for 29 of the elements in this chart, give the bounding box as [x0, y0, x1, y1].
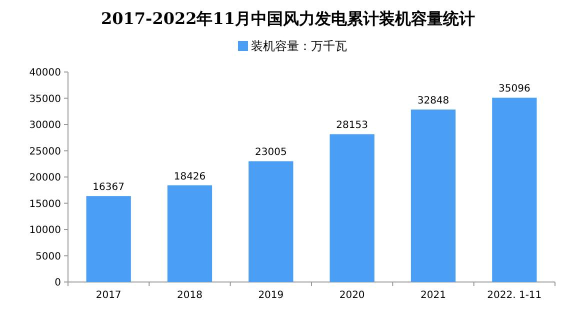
bar — [330, 134, 374, 282]
y-tick-label: 40000 — [29, 68, 61, 78]
y-tick-label: 25000 — [29, 146, 61, 158]
data-label: 32848 — [417, 96, 450, 107]
x-tick-label: 2021 — [420, 290, 446, 301]
x-tick-label: 2022. 1-11 — [487, 290, 542, 301]
chart-title: 2017-2022年11月中国风力发电累计装机容量统计 — [101, 9, 475, 28]
x-tick-label: 2018 — [177, 290, 202, 301]
y-tick-label: 5000 — [36, 251, 61, 262]
bar — [248, 161, 294, 282]
data-label: 18426 — [174, 171, 206, 182]
y-tick-label: 30000 — [29, 120, 61, 131]
bar — [167, 185, 212, 282]
bar — [492, 98, 537, 282]
data-label: 28153 — [336, 120, 368, 132]
x-tick-label: 2019 — [258, 290, 284, 301]
data-label: 16367 — [92, 182, 124, 194]
bar — [86, 196, 131, 282]
y-tick-label: 0 — [54, 278, 61, 288]
data-label: 23005 — [255, 147, 287, 158]
y-tick-label: 10000 — [29, 225, 61, 236]
x-tick-label: 2017 — [96, 290, 122, 301]
bar — [410, 110, 456, 282]
y-tick-label: 20000 — [29, 172, 61, 184]
y-tick-label: 15000 — [29, 198, 61, 210]
x-tick-label: 2020 — [339, 290, 365, 301]
legend-label: 装机容量：万千瓦 — [251, 39, 347, 53]
y-tick-label: 35000 — [29, 94, 61, 105]
data-label: 35096 — [498, 84, 530, 95]
